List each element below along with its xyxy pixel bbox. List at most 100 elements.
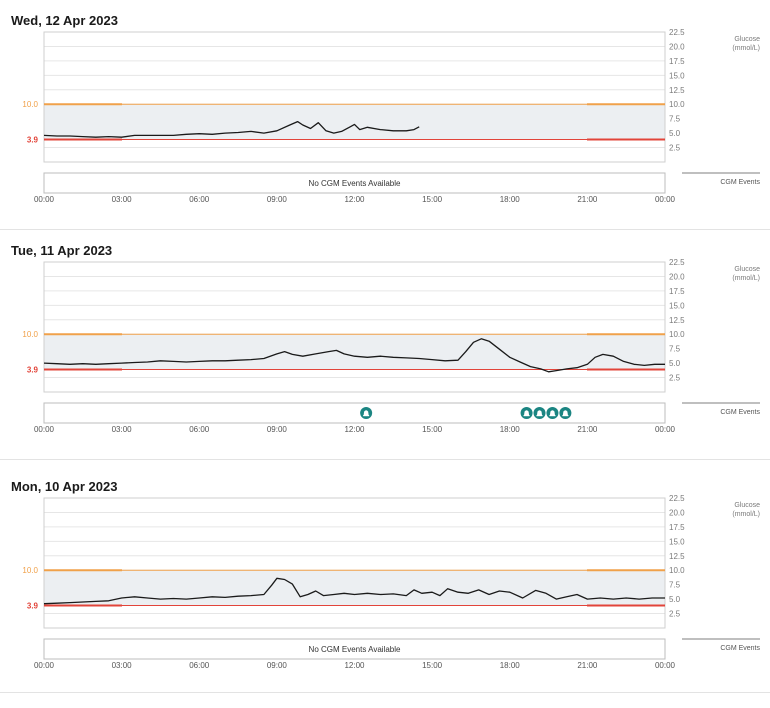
x-tick-label: 09:00 (267, 195, 288, 204)
cgm-events-label: CGM Events (720, 409, 760, 416)
y-tick-label: 22.5 (669, 258, 685, 267)
plot-border (43, 497, 666, 629)
glucose-series-line (43, 120, 420, 138)
events-strip (43, 172, 666, 194)
x-tick-label: 00:00 (655, 195, 676, 204)
y-axis-title: Glucose (734, 266, 760, 273)
cgm-events-label: CGM Events (720, 645, 760, 652)
x-tick-label: 06:00 (189, 661, 210, 670)
low-threshold-label: 3.9 (27, 601, 39, 610)
x-tick-label: 09:00 (267, 661, 288, 670)
x-tick-label: 03:00 (112, 425, 133, 434)
x-tick-label: 12:00 (344, 425, 365, 434)
event-marker (533, 407, 546, 419)
y-tick-label: 2.5 (669, 144, 681, 153)
bell-icon (562, 410, 568, 415)
y-axis-title: (mmol/L) (732, 45, 760, 52)
x-tick-label: 12:00 (344, 661, 365, 670)
high-threshold-label: 10.0 (22, 566, 38, 575)
y-tick-label: 10.0 (669, 566, 685, 575)
target-range-band (44, 104, 665, 140)
x-tick-label: 00:00 (655, 425, 676, 434)
x-tick-label: 18:00 (500, 425, 521, 434)
no-events-text: No CGM Events Available (309, 179, 401, 188)
low-threshold-label: 3.9 (27, 365, 39, 374)
bell-icon-base (536, 415, 543, 417)
bell-icon-base (523, 415, 530, 417)
y-tick-label: 12.5 (669, 552, 685, 561)
y-tick-label: 15.0 (669, 301, 685, 310)
x-tick-label: 06:00 (189, 425, 210, 434)
x-tick-label: 18:00 (500, 195, 521, 204)
y-tick-label: 15.0 (669, 71, 685, 80)
bell-icon-base (562, 415, 569, 417)
x-tick-label: 15:00 (422, 425, 443, 434)
event-marker (559, 407, 572, 419)
event-marker (520, 407, 533, 419)
x-tick-label: 12:00 (344, 195, 365, 204)
low-threshold-label: 3.9 (27, 135, 39, 144)
x-tick-label: 00:00 (34, 661, 55, 670)
plot-border (43, 261, 666, 393)
cgm-events-label: CGM Events (720, 179, 760, 186)
x-tick-label: 21:00 (577, 661, 598, 670)
y-tick-label: 12.5 (669, 86, 685, 95)
day-title: Tue, 11 Apr 2023 (11, 243, 113, 258)
high-threshold-label: 10.0 (22, 330, 38, 339)
x-tick-label: 21:00 (577, 425, 598, 434)
x-tick-label: 00:00 (655, 661, 676, 670)
events-strip (43, 638, 666, 660)
target-range-band (44, 570, 665, 606)
y-tick-label: 7.5 (669, 581, 681, 590)
y-tick-label: 20.0 (669, 508, 685, 517)
y-axis-title: Glucose (734, 36, 760, 43)
x-tick-label: 06:00 (189, 195, 210, 204)
bell-icon (537, 410, 543, 415)
y-tick-label: 17.5 (669, 57, 685, 66)
y-tick-label: 20.0 (669, 272, 685, 281)
x-tick-label: 15:00 (422, 195, 443, 204)
events-strip (43, 402, 666, 424)
y-tick-label: 10.0 (669, 330, 685, 339)
x-tick-label: 18:00 (500, 661, 521, 670)
x-tick-label: 21:00 (577, 195, 598, 204)
y-tick-label: 22.5 (669, 28, 685, 37)
y-tick-label: 2.5 (669, 610, 681, 619)
bell-icon-base (549, 415, 556, 417)
y-tick-label: 10.0 (669, 100, 685, 109)
glucose-chart: 10.0 3.9 22.5 20.0 17.5 15.0 12.5 10.0 7.5 5.0 2.5… (22, 494, 760, 670)
panel-separator (0, 229, 770, 230)
day-title: Mon, 10 Apr 2023 (11, 479, 118, 494)
y-axis-title: (mmol/L) (732, 275, 760, 282)
target-range-band (44, 334, 665, 370)
y-axis-title: Glucose (734, 502, 760, 509)
day-title: Wed, 12 Apr 2023 (11, 13, 118, 28)
bell-icon-base (363, 415, 370, 417)
y-tick-label: 22.5 (669, 494, 685, 503)
x-tick-label: 03:00 (112, 661, 133, 670)
y-tick-label: 20.0 (669, 42, 685, 51)
glucose-series-line (43, 338, 665, 373)
bell-icon (524, 410, 530, 415)
plot-border (43, 31, 666, 163)
y-tick-label: 5.0 (669, 359, 681, 368)
glucose-chart: 10.0 3.9 22.5 20.0 17.5 15.0 12.5 10.0 7.5 5.0 2.5… (22, 258, 760, 434)
bell-icon (363, 410, 369, 415)
panel-separator (0, 459, 770, 460)
y-tick-label: 7.5 (669, 345, 681, 354)
y-tick-label: 17.5 (669, 287, 685, 296)
y-tick-label: 2.5 (669, 374, 681, 383)
event-marker (360, 407, 373, 419)
y-axis-title: (mmol/L) (732, 511, 760, 518)
event-marker (546, 407, 559, 419)
x-tick-label: 00:00 (34, 425, 55, 434)
y-tick-label: 12.5 (669, 316, 685, 325)
x-tick-label: 00:00 (34, 195, 55, 204)
x-tick-label: 09:00 (267, 425, 288, 434)
glucose-series-line (43, 577, 665, 605)
y-tick-label: 17.5 (669, 523, 685, 532)
no-events-text: No CGM Events Available (309, 645, 401, 654)
x-tick-label: 15:00 (422, 661, 443, 670)
glucose-chart: 10.0 3.9 22.5 20.0 17.5 15.0 12.5 10.0 7.5 5.0 2.5… (22, 28, 760, 204)
y-tick-label: 5.0 (669, 129, 681, 138)
